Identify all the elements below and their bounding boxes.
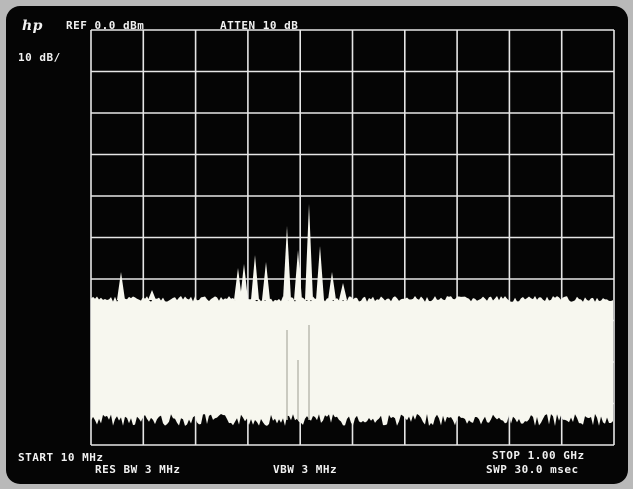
signal-spike [339,283,347,300]
brand: hp [22,18,43,34]
start-frequency: START 10 MHz [18,451,103,464]
signal-spike [294,250,302,300]
signal-spike [283,226,291,300]
signal-spike [148,290,156,300]
signal-spike [117,272,125,300]
signal-spike [240,264,248,300]
scale: 10 dB/ [18,51,61,64]
trace [91,204,613,426]
signal-spike [328,272,336,300]
signal-spike [316,246,324,300]
signal-spike [305,204,313,300]
sweep-time: SWP 30.0 msec [486,463,579,476]
signal-spike [251,255,259,300]
attenuation: ATTEN 10 dB [220,19,298,32]
reference-level: REF 0.0 dBm [66,19,144,32]
signal-spike [234,268,242,300]
noise-band [91,296,613,426]
stop-frequency: STOP 1.00 GHz [492,449,585,462]
signal-spike [262,262,270,300]
video-bandwidth: VBW 3 MHz [273,463,337,476]
resolution-bandwidth: RES BW 3 MHz [95,463,180,476]
